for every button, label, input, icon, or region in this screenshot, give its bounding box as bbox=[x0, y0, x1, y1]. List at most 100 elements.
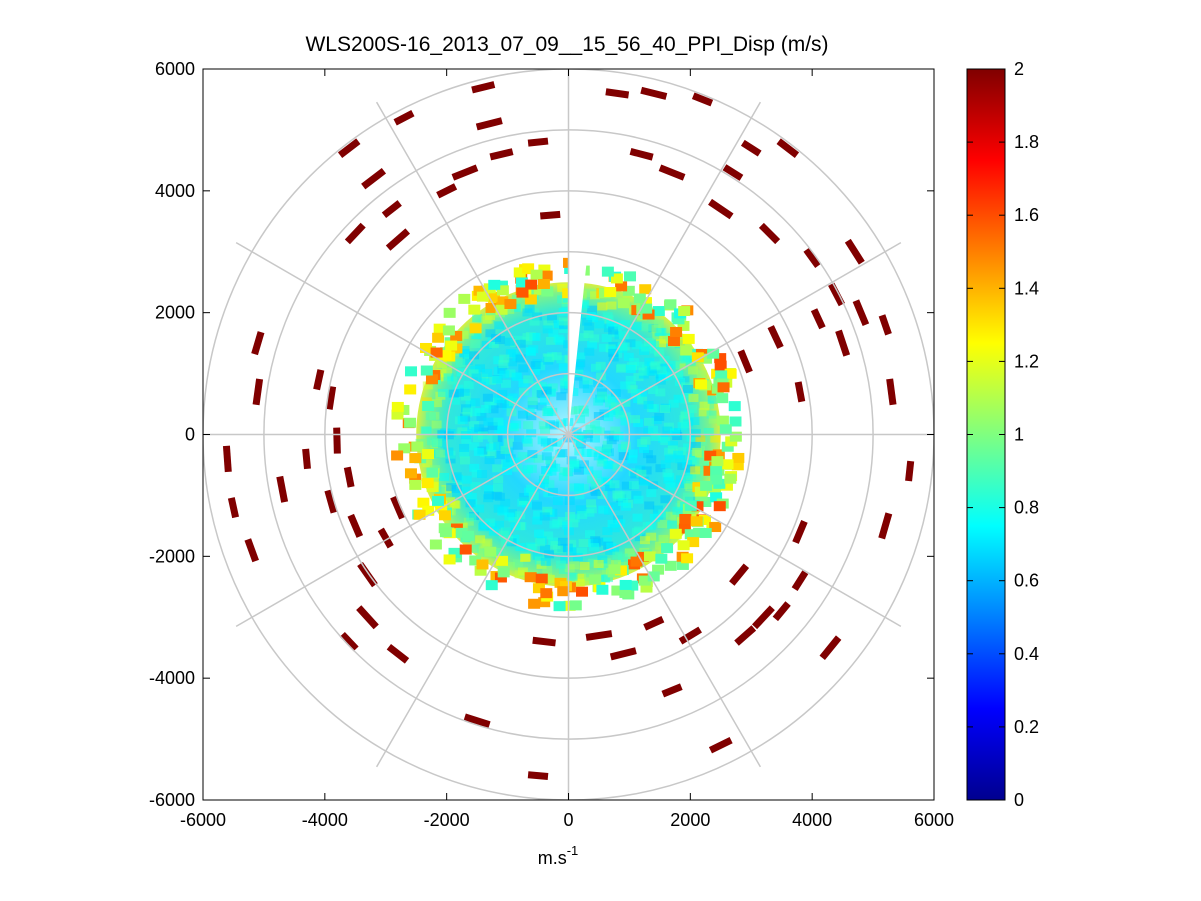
core-speckle bbox=[575, 415, 586, 424]
outer-segment bbox=[791, 570, 809, 592]
core-speckle bbox=[582, 317, 593, 326]
rim-cell bbox=[537, 278, 550, 289]
core-speckle bbox=[439, 472, 450, 481]
rim-cell bbox=[432, 495, 445, 506]
core-speckle bbox=[568, 388, 579, 397]
outer-segment bbox=[381, 200, 402, 219]
core-speckle bbox=[641, 343, 652, 352]
core-speckle bbox=[549, 520, 560, 529]
outer-segment bbox=[852, 299, 870, 327]
colorbar-tick-label: 0.4 bbox=[1014, 644, 1039, 664]
core-speckle bbox=[573, 405, 584, 414]
core-speckle bbox=[607, 519, 618, 528]
core-speckle bbox=[623, 352, 634, 361]
core-speckle bbox=[635, 465, 646, 474]
core-speckle bbox=[602, 526, 613, 535]
outer-segment bbox=[276, 475, 289, 503]
outer-segment bbox=[661, 683, 683, 698]
core-speckle bbox=[620, 417, 631, 426]
core-speckle bbox=[682, 384, 693, 393]
rim-cell bbox=[458, 293, 471, 304]
rim-cell bbox=[443, 554, 456, 565]
outer-segment bbox=[803, 247, 821, 268]
core-speckle bbox=[540, 426, 551, 435]
core-speckle bbox=[538, 479, 549, 488]
core-speckle bbox=[657, 520, 668, 529]
outer-segment bbox=[527, 137, 549, 147]
core-speckle bbox=[640, 436, 651, 445]
core-speckle bbox=[487, 422, 498, 431]
core-speckle bbox=[589, 434, 600, 443]
core-speckle bbox=[662, 364, 673, 373]
core-speckle bbox=[638, 367, 649, 376]
core-speckle bbox=[532, 551, 543, 560]
rim-cell bbox=[694, 486, 707, 497]
core-speckle bbox=[602, 312, 613, 321]
rim-cell bbox=[700, 480, 713, 491]
core-speckle bbox=[449, 396, 460, 405]
core-speckle bbox=[536, 390, 547, 399]
core-speckle bbox=[601, 333, 612, 342]
core-speckle bbox=[617, 553, 628, 562]
core-speckle bbox=[519, 553, 530, 562]
rim-cell bbox=[732, 452, 745, 463]
core-speckle bbox=[602, 440, 613, 449]
rim-cell bbox=[710, 474, 723, 485]
core-speckle bbox=[587, 475, 598, 484]
rim-cell bbox=[667, 336, 680, 347]
rim-cell bbox=[576, 586, 589, 597]
rim-cell bbox=[716, 415, 729, 426]
core-speckle bbox=[652, 505, 663, 514]
grid-spoke bbox=[568, 433, 902, 628]
rim-cell bbox=[677, 540, 690, 551]
rim-cell bbox=[690, 516, 703, 527]
rim-cell bbox=[553, 601, 566, 612]
core-speckle bbox=[586, 505, 597, 514]
core-speckle bbox=[493, 475, 504, 484]
core-speckle bbox=[550, 463, 561, 472]
outer-segment bbox=[386, 643, 410, 664]
core-speckle bbox=[593, 537, 604, 546]
outer-segment bbox=[333, 427, 341, 454]
colorbar-tick-label: 0.6 bbox=[1014, 571, 1039, 591]
axis-ticks: -6000 -4000 -2000 0 2000 4000 6000 6000 4000 2000… bbox=[149, 59, 954, 830]
core-speckle bbox=[523, 375, 534, 384]
rim-cell bbox=[680, 345, 693, 356]
rim-cell bbox=[652, 306, 665, 317]
core-speckle bbox=[601, 447, 612, 456]
core-speckle bbox=[436, 369, 447, 378]
core-speckle bbox=[434, 486, 445, 495]
core-speckle bbox=[634, 526, 645, 535]
core-speckle bbox=[533, 454, 544, 463]
rim-cell bbox=[468, 304, 481, 315]
rim-cell bbox=[557, 586, 570, 597]
core-speckle bbox=[497, 365, 508, 374]
core-speckle bbox=[634, 361, 645, 370]
core-speckle bbox=[443, 373, 454, 382]
core-speckle bbox=[486, 523, 497, 532]
core-speckle bbox=[585, 424, 596, 433]
core-speckle bbox=[591, 470, 602, 479]
rim-cell bbox=[643, 551, 656, 562]
core-speckle bbox=[470, 408, 481, 417]
core-speckle bbox=[523, 421, 534, 430]
core-speckle bbox=[581, 448, 592, 457]
core-speckle bbox=[663, 475, 674, 484]
core-speckle bbox=[608, 348, 619, 357]
core-speckle bbox=[477, 431, 488, 440]
core-speckle bbox=[574, 578, 585, 587]
core-speckle bbox=[653, 319, 664, 328]
grid-spoke bbox=[235, 241, 569, 436]
core-speckle bbox=[498, 360, 509, 369]
y-tick-label: 2000 bbox=[155, 303, 195, 323]
x-axis-label: m.s-1 bbox=[538, 843, 579, 868]
outer-segment bbox=[640, 86, 668, 100]
core-speckle bbox=[481, 404, 492, 413]
core-speckle bbox=[621, 481, 632, 490]
outer-segment bbox=[451, 164, 479, 181]
core-speckle bbox=[544, 480, 555, 489]
core-speckle bbox=[551, 352, 562, 361]
core-speckle bbox=[579, 380, 590, 389]
core-speckle bbox=[485, 329, 496, 338]
rim-cell bbox=[522, 263, 535, 274]
